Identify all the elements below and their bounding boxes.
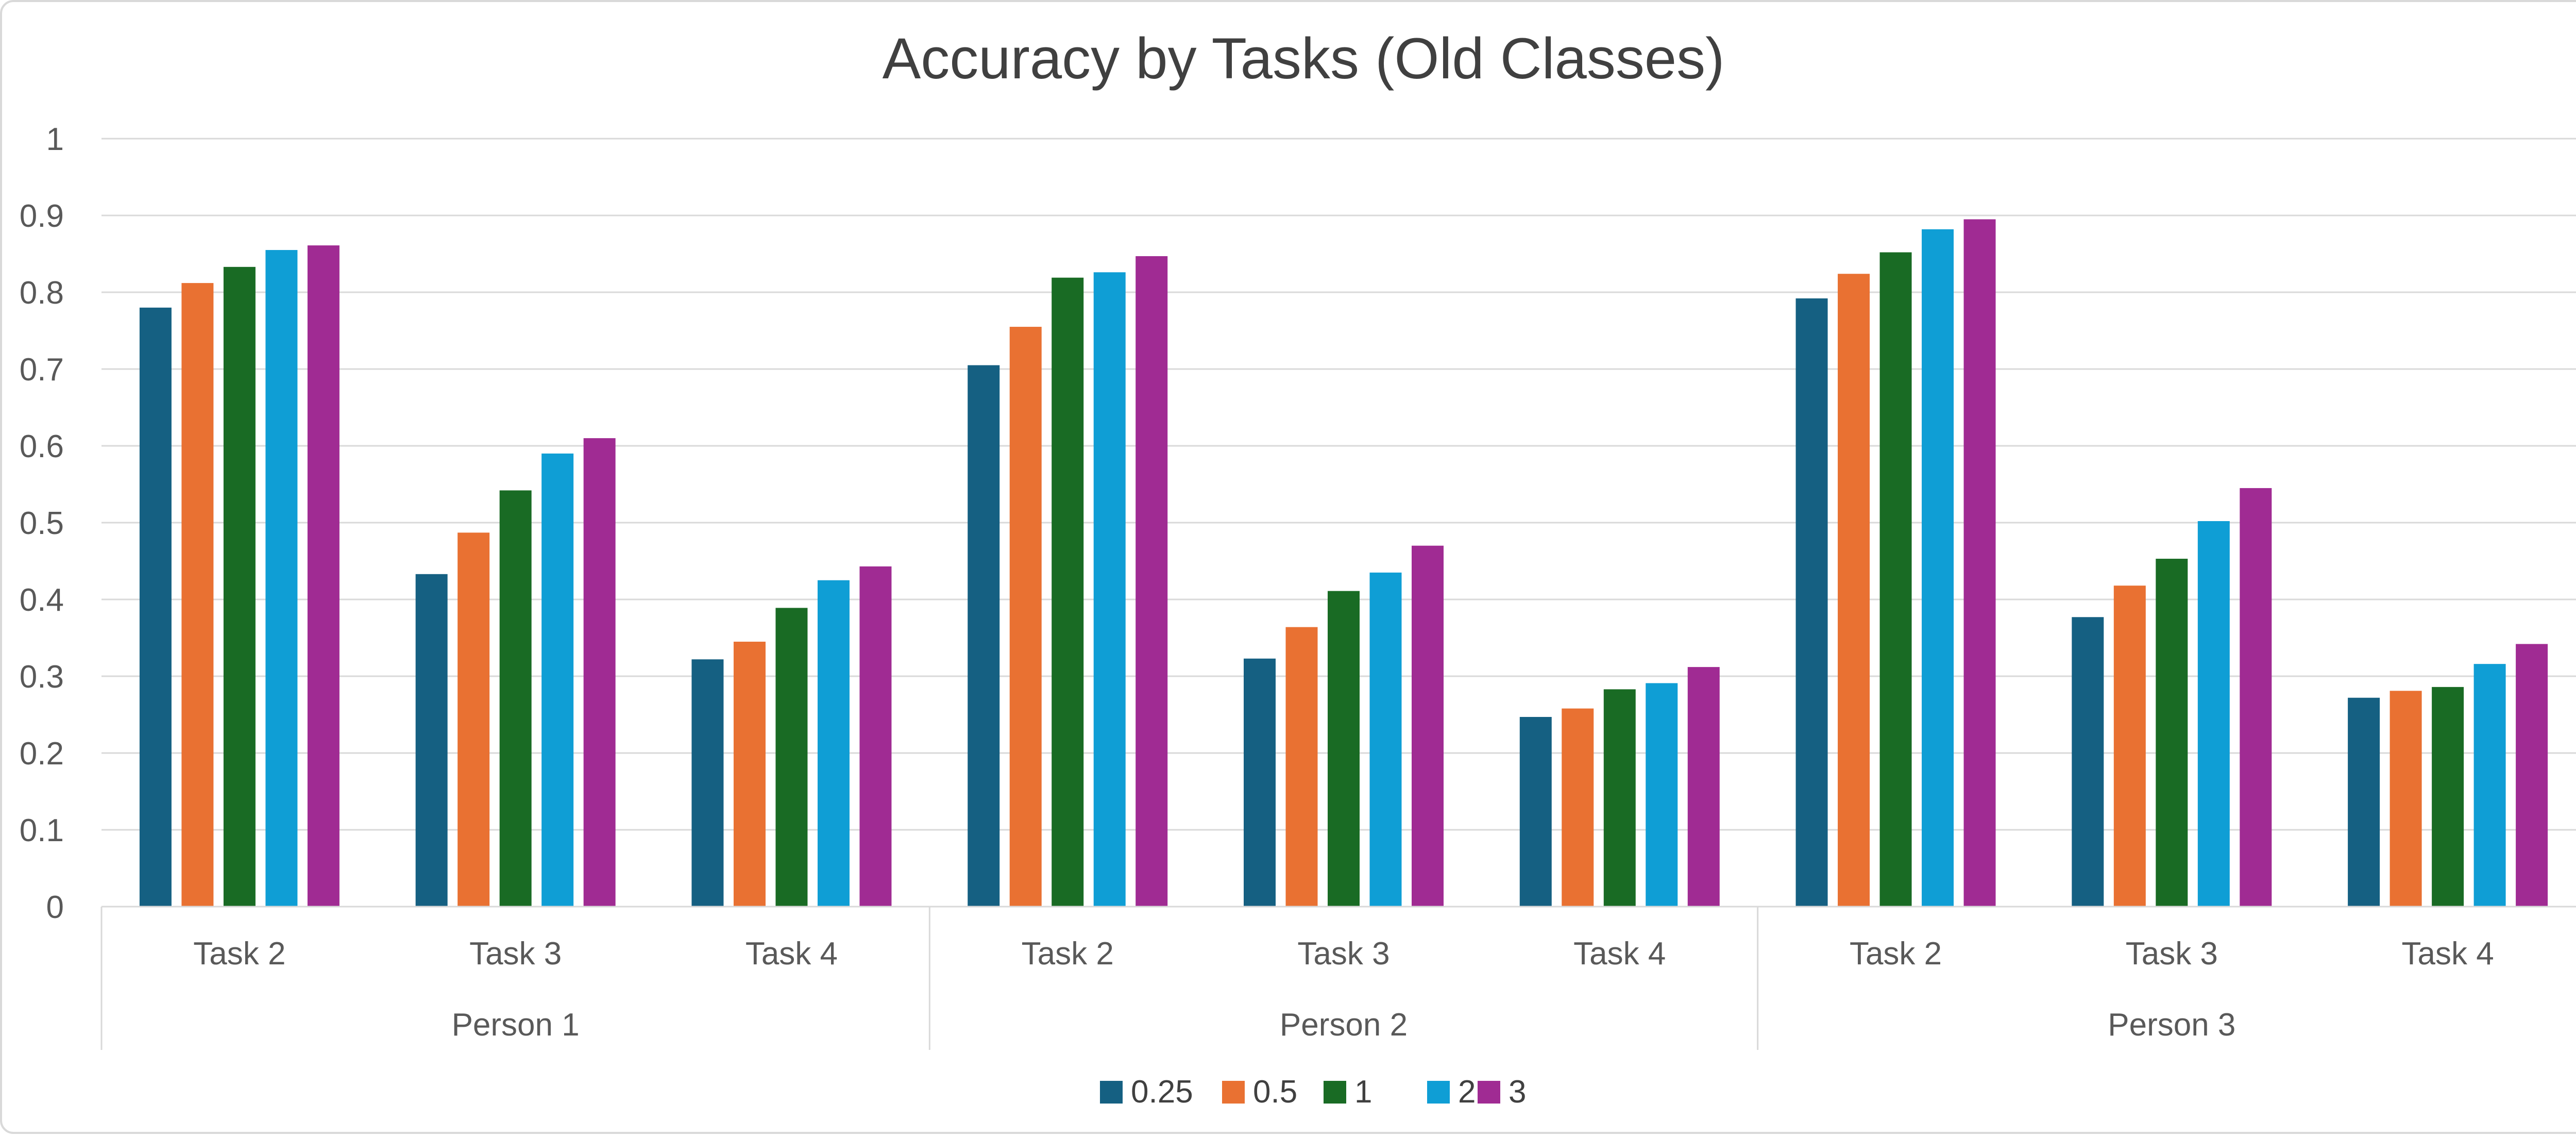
x-tick-label: Task 3	[469, 936, 562, 972]
bar-series-0.25-cat-6	[1519, 716, 1552, 907]
bar-series-0.5-cat-8	[2113, 586, 2146, 907]
bar-series-2-cat-1	[265, 250, 298, 907]
bar-series-1-cat-2	[499, 490, 532, 907]
legend-swatch	[1478, 1081, 1500, 1104]
chart-title: Accuracy by Tasks (Old Classes)	[883, 26, 1725, 91]
bar-series-1-cat-6	[1603, 689, 1636, 907]
bar-series-2-cat-5	[1369, 572, 1402, 907]
y-tick-label: 1	[46, 122, 64, 157]
x-tick-label: Task 4	[745, 936, 838, 972]
bar-series-0.25-cat-4	[968, 365, 1000, 907]
bar-series-1-cat-9	[2432, 687, 2464, 907]
bar-series-0.5-cat-5	[1285, 627, 1318, 907]
bar-series-2-cat-3	[817, 580, 850, 907]
legend-label: 1	[1354, 1074, 1372, 1110]
bar-series-0.25-cat-1	[139, 307, 172, 907]
bar-series-0.5-cat-4	[1009, 327, 1042, 907]
legend-label: 0.25	[1131, 1074, 1193, 1110]
y-tick-label: 0.8	[20, 275, 64, 311]
bar-series-1-cat-5	[1328, 591, 1360, 907]
bar-series-0.25-cat-5	[1244, 658, 1276, 907]
x-tick-label: Task 3	[2126, 936, 2218, 972]
x-tick-label: Task 2	[193, 936, 285, 972]
bar-series-0.25-cat-3	[691, 659, 724, 907]
bars	[139, 219, 2548, 907]
bar-series-1-cat-7	[1879, 252, 1912, 907]
legend: 0.25 0.5 1 2 3	[1100, 1074, 1526, 1110]
bar-series-2-cat-2	[541, 453, 574, 907]
bar-series-3-cat-3	[859, 566, 892, 907]
x-tick-label: Task 2	[1022, 936, 1114, 972]
bar-series-0.5-cat-3	[733, 641, 766, 907]
bar-series-1-cat-3	[775, 608, 808, 907]
bar-series-3-cat-9	[2516, 644, 2548, 907]
bar-series-3-cat-1	[307, 245, 340, 907]
y-tick-label: 0.6	[20, 429, 64, 464]
legend-swatch	[1427, 1081, 1450, 1104]
x-group-label: Person 2	[1280, 1007, 1408, 1043]
bar-series-2-cat-4	[1093, 272, 1126, 907]
bar-series-3-cat-2	[583, 438, 616, 907]
x-group-label: Person 3	[2108, 1007, 2235, 1043]
x-group-label: Person 1	[452, 1007, 580, 1043]
bar-series-1-cat-4	[1052, 277, 1084, 907]
bar-series-2-cat-7	[1922, 229, 1954, 907]
bar-series-2-cat-6	[1646, 683, 1678, 907]
bar-series-0.25-cat-7	[1795, 298, 1828, 907]
bar-series-0.25-cat-2	[415, 574, 448, 907]
bar-series-3-cat-5	[1412, 545, 1444, 907]
legend-swatch	[1100, 1081, 1123, 1104]
bar-series-3-cat-8	[2240, 488, 2272, 907]
y-tick-label: 0.2	[20, 736, 64, 772]
legend-label: 2	[1458, 1074, 1476, 1110]
bar-series-1-cat-1	[223, 266, 256, 907]
y-tick-label: 0.7	[20, 352, 64, 388]
bar-series-2-cat-9	[2473, 664, 2506, 907]
y-tick-label: 0.1	[20, 813, 64, 848]
bar-series-3-cat-6	[1687, 667, 1720, 907]
legend-label: 0.5	[1253, 1074, 1297, 1110]
bar-series-0.5-cat-9	[2389, 691, 2422, 907]
x-tick-label: Task 4	[1573, 936, 1666, 972]
x-tick-label: Task 3	[1297, 936, 1389, 972]
y-tick-label: 0.3	[20, 659, 64, 695]
bar-series-0.5-cat-1	[181, 283, 214, 907]
bar-series-3-cat-7	[1963, 219, 1996, 907]
bar-series-0.25-cat-8	[2072, 617, 2104, 907]
y-tick-label: 0	[46, 890, 64, 925]
legend-label: 3	[1509, 1074, 1526, 1110]
bar-series-0.5-cat-6	[1562, 708, 1594, 907]
y-tick-label: 0.5	[20, 506, 64, 541]
y-tick-label: 0.9	[20, 198, 64, 234]
bar-series-3-cat-4	[1136, 256, 1168, 907]
bar-series-0.25-cat-9	[2348, 697, 2380, 907]
y-tick-label: 0.4	[20, 582, 64, 618]
x-axis: Task 2 Task 3 Task 4 Task 2 Task 3 Task 4 Task…	[100, 906, 2576, 1050]
bar-series-1-cat-8	[2156, 559, 2188, 907]
bar-series-0.5-cat-7	[1838, 274, 1870, 907]
y-axis-tick-labels: 0 0.1 0.2 0.3 0.4 0.5 0.6 0.7 0.8 0.9 1	[20, 122, 64, 925]
legend-swatch	[1324, 1081, 1346, 1104]
bar-series-2-cat-8	[2197, 521, 2230, 907]
bar-series-0.5-cat-2	[457, 532, 490, 907]
x-tick-label: Task 4	[2402, 936, 2494, 972]
x-tick-label: Task 2	[1850, 936, 1942, 972]
legend-swatch	[1222, 1081, 1245, 1104]
